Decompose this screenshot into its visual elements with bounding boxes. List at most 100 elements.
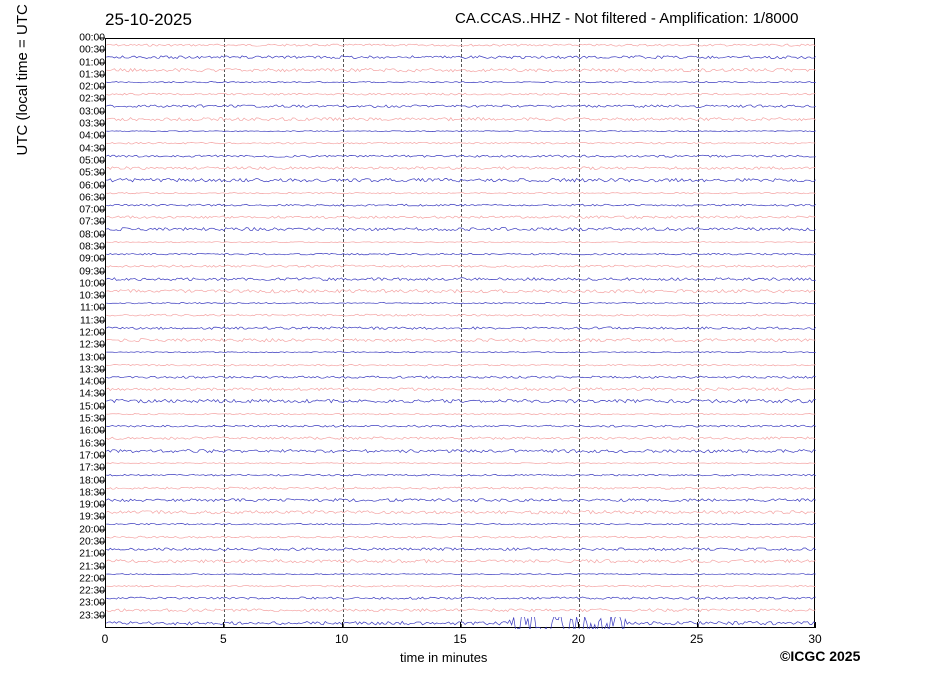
ytick-label-17:00: 17:00 <box>45 450 105 461</box>
ytick-label-20:00: 20:00 <box>45 524 105 535</box>
ytick-label-07:30: 07:30 <box>45 217 105 228</box>
ytick-label-22:00: 22:00 <box>45 573 105 584</box>
trace-row-17:00 <box>106 457 816 469</box>
trace-row-16:00 <box>106 432 816 444</box>
credit-label: ©ICGC 2025 <box>780 648 860 664</box>
trace-row-12:30 <box>106 346 816 358</box>
trace-row-15:30 <box>106 420 816 432</box>
trace-row-11:30 <box>106 322 816 334</box>
trace-row-08:00 <box>106 236 816 248</box>
xtick-mark-15 <box>460 622 461 628</box>
ytick-label-07:00: 07:00 <box>45 205 105 216</box>
ytick-label-00:00: 00:00 <box>45 33 105 44</box>
ytick-label-09:30: 09:30 <box>45 266 105 277</box>
xtick-mark-5 <box>223 622 224 628</box>
date-label: 25-10-2025 <box>105 10 192 30</box>
ytick-label-11:30: 11:30 <box>45 315 105 326</box>
ytick-label-10:00: 10:00 <box>45 278 105 289</box>
ytick-label-21:00: 21:00 <box>45 549 105 560</box>
xtick-label-5: 5 <box>208 632 238 646</box>
trace-row-18:30 <box>106 494 816 506</box>
ytick-label-11:00: 11:00 <box>45 303 105 314</box>
plot-area <box>105 38 815 628</box>
yaxis-title-label: UTC (local time = UTC + 01:00) <box>14 0 31 200</box>
ytick-label-14:00: 14:00 <box>45 377 105 388</box>
xaxis-title-label: time in minutes <box>400 650 487 665</box>
ytick-label-03:00: 03:00 <box>45 106 105 117</box>
ytick-label-12:30: 12:30 <box>45 340 105 351</box>
ytick-label-09:00: 09:00 <box>45 254 105 265</box>
ytick-label-16:00: 16:00 <box>45 426 105 437</box>
trace-row-07:30 <box>106 223 816 235</box>
ytick-label-23:30: 23:30 <box>45 610 105 621</box>
ytick-label-02:00: 02:00 <box>45 82 105 93</box>
trace-row-11:00 <box>106 309 816 321</box>
ytick-label-06:00: 06:00 <box>45 180 105 191</box>
ytick-label-19:30: 19:30 <box>45 512 105 523</box>
xtick-mark-30 <box>815 622 816 628</box>
trace-row-19:00 <box>106 506 816 518</box>
ytick-label-15:00: 15:00 <box>45 401 105 412</box>
trace-row-07:00 <box>106 211 816 223</box>
ytick-label-20:30: 20:30 <box>45 536 105 547</box>
trace-row-03:00 <box>106 113 816 125</box>
xtick-mark-25 <box>697 622 698 628</box>
ytick-label-06:30: 06:30 <box>45 192 105 203</box>
trace-row-14:00 <box>106 383 816 395</box>
trace-row-10:30 <box>106 297 816 309</box>
xtick-label-10: 10 <box>327 632 357 646</box>
trace-row-18:00 <box>106 482 816 494</box>
trace-row-08:30 <box>106 248 816 260</box>
ytick-label-18:00: 18:00 <box>45 475 105 486</box>
ytick-label-13:30: 13:30 <box>45 364 105 375</box>
xtick-label-20: 20 <box>563 632 593 646</box>
trace-row-20:00 <box>106 531 816 543</box>
ytick-label-22:30: 22:30 <box>45 586 105 597</box>
ytick-label-14:30: 14:30 <box>45 389 105 400</box>
trace-row-01:30 <box>106 76 816 88</box>
trace-row-22:30 <box>106 592 816 604</box>
trace-row-06:00 <box>106 187 816 199</box>
ytick-label-18:30: 18:30 <box>45 487 105 498</box>
trace-row-06:30 <box>106 199 816 211</box>
xtick-label-25: 25 <box>682 632 712 646</box>
ytick-label-15:30: 15:30 <box>45 414 105 425</box>
ytick-label-16:30: 16:30 <box>45 438 105 449</box>
trace-row-10:00 <box>106 285 816 297</box>
trace-row-02:30 <box>106 100 816 112</box>
ytick-label-13:00: 13:00 <box>45 352 105 363</box>
xtick-mark-0 <box>105 622 106 628</box>
trace-row-16:30 <box>106 445 816 457</box>
trace-rows-container <box>106 39 816 629</box>
trace-row-15:00 <box>106 408 816 420</box>
ytick-label-05:30: 05:30 <box>45 168 105 179</box>
trace-row-13:00 <box>106 359 816 371</box>
trace-row-23:00 <box>106 604 816 616</box>
trace-row-09:00 <box>106 260 816 272</box>
helicorder-window: 25-10-2025 CA.CCAS..HHZ - Not filtered -… <box>0 0 927 696</box>
xtick-mark-20 <box>578 622 579 628</box>
xtick-label-0: 0 <box>90 632 120 646</box>
ytick-label-23:00: 23:00 <box>45 598 105 609</box>
ytick-label-03:30: 03:30 <box>45 119 105 130</box>
trace-row-14:30 <box>106 395 816 407</box>
ytick-label-17:30: 17:30 <box>45 463 105 474</box>
ytick-label-08:00: 08:00 <box>45 229 105 240</box>
trace-row-05:30 <box>106 174 816 186</box>
trace-row-21:00 <box>106 555 816 567</box>
trace-row-05:00 <box>106 162 816 174</box>
trace-row-13:30 <box>106 371 816 383</box>
trace-row-22:00 <box>106 580 816 592</box>
xtick-mark-10 <box>342 622 343 628</box>
trace-row-04:30 <box>106 150 816 162</box>
trace-row-04:00 <box>106 137 816 149</box>
trace-row-21:30 <box>106 568 816 580</box>
ytick-label-08:30: 08:30 <box>45 241 105 252</box>
ytick-label-04:30: 04:30 <box>45 143 105 154</box>
ytick-label-00:30: 00:30 <box>45 45 105 56</box>
trace-row-00:30 <box>106 51 816 63</box>
trace-row-09:30 <box>106 273 816 285</box>
ytick-label-10:30: 10:30 <box>45 291 105 302</box>
xtick-label-15: 15 <box>445 632 475 646</box>
ytick-label-05:00: 05:00 <box>45 155 105 166</box>
